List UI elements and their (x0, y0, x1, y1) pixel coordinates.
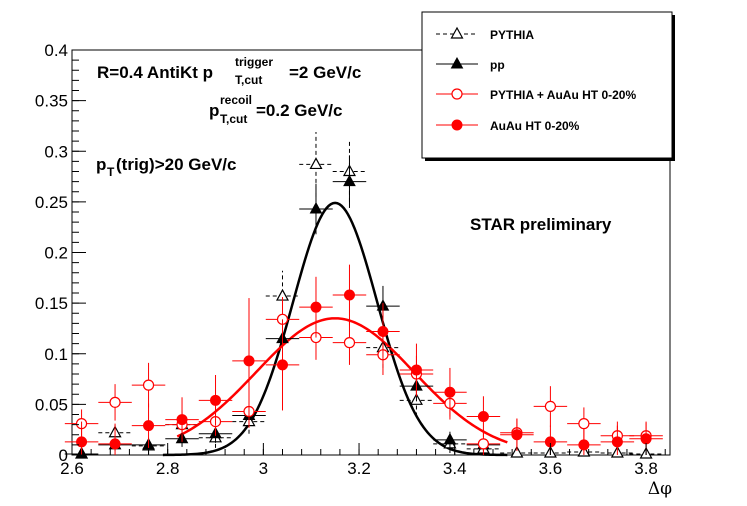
annotation-trigger-sup: trigger (235, 55, 273, 69)
fit-curve (176, 317, 508, 444)
legend-label-pp: pp (490, 58, 505, 72)
series-3 (64, 264, 663, 455)
data-point (309, 201, 323, 214)
annotation-jet-algorithm: R=0.4 AntiKt p (97, 63, 213, 82)
data-point (640, 433, 652, 445)
legend-label-auau: AuAu HT 0-20% (490, 119, 580, 133)
data-point (210, 394, 222, 406)
data-point (444, 386, 456, 398)
annotation-trig-sub: T (107, 165, 115, 179)
legend-markers (436, 26, 478, 131)
data-point (310, 301, 322, 313)
fit-layer (162, 201, 508, 457)
legend-marker (451, 88, 463, 100)
y-tick-label: 0.3 (44, 142, 68, 161)
x-tick-label: 3.4 (443, 459, 467, 478)
legend-box-shadow-right (672, 15, 675, 161)
y-tick-label: 0.25 (35, 193, 68, 212)
x-tick-label: 3.6 (539, 459, 563, 478)
data-point (410, 364, 422, 376)
x-tick-label: 2.8 (156, 459, 180, 478)
legend-box (421, 11, 673, 159)
data-point (477, 438, 490, 450)
annotation-star-preliminary: STAR preliminary (470, 215, 612, 234)
data-point (343, 289, 355, 301)
annotation-recoil-sup: recoil (220, 93, 252, 107)
annotation-trigger-value: =2 GeV/c (289, 63, 361, 82)
annotation-trigger-sub: T,cut (235, 73, 262, 87)
legend-marker (450, 56, 464, 69)
legend-marker (450, 26, 464, 39)
y-tick-label: 0.2 (44, 244, 68, 263)
data-point (109, 396, 121, 408)
x-tick-label: 3.2 (347, 459, 371, 478)
data-point (511, 429, 523, 441)
legend: PYTHIA pp PYTHIA + AuAu HT 0-20% AuAu HT… (421, 11, 675, 161)
x-tick-label: 3.8 (634, 459, 658, 478)
annotation-recoil-sub: T,cut (220, 112, 247, 126)
legend-marker (451, 119, 463, 131)
x-axis-title: Δφ (648, 479, 672, 499)
data-point (477, 411, 489, 423)
y-tick-label: 0 (59, 446, 68, 465)
data-point (176, 414, 188, 426)
axis-layer: 2.6 2.8 3 3.2 3.4 3.6 3.8 0 0.05 0.1 0.15 0.2 0.25 0.… (35, 41, 666, 478)
data-point (276, 359, 288, 371)
data-point (544, 400, 557, 412)
data-point (142, 379, 155, 391)
data-point (611, 436, 623, 448)
data-point (109, 438, 121, 450)
data-point (510, 445, 524, 458)
y-tick-label: 0.05 (35, 395, 68, 414)
y-tick-label: 0.15 (35, 294, 68, 313)
x-tick-label: 3 (259, 459, 268, 478)
data-point (343, 337, 356, 349)
data-point (443, 432, 457, 445)
data-point (143, 420, 155, 432)
fit-curve (162, 201, 508, 457)
y-tick-label: 0.35 (35, 92, 68, 111)
data-point (343, 174, 356, 187)
annotation-recoil-value: =0.2 GeV/c (256, 101, 342, 120)
series-2 (64, 297, 663, 455)
data-point (578, 439, 590, 451)
legend-label-pythia-auau: PYTHIA + AuAu HT 0-20% (490, 88, 636, 102)
series-layer (64, 132, 663, 459)
data-point (578, 418, 590, 430)
data-point (76, 436, 88, 448)
x-tick-label: 2.6 (60, 459, 84, 478)
legend-box-shadow-bottom (425, 158, 675, 161)
annotation-recoil-p: p (209, 101, 219, 120)
legend-label-pythia: PYTHIA (490, 28, 534, 42)
data-point (309, 157, 323, 170)
annotation-trig-value: (trig)>20 GeV/c (116, 155, 236, 174)
annotation-trig-p: p (96, 155, 106, 174)
data-point (243, 355, 255, 367)
y-tick-label: 0.1 (44, 345, 68, 364)
data-point (377, 325, 389, 337)
y-tick-label: 0.4 (44, 41, 68, 60)
